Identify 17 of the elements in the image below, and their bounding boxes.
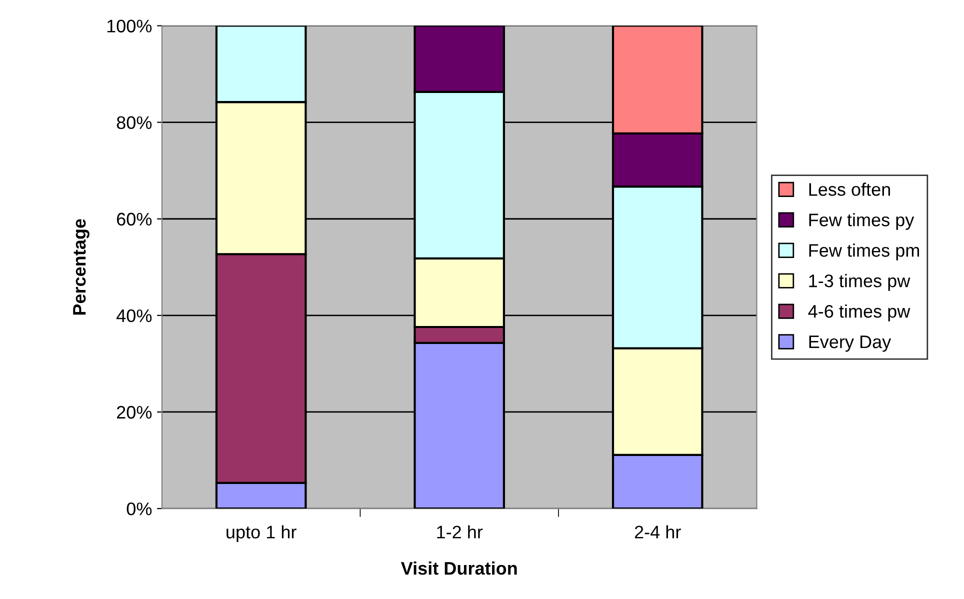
y-tick-label: 40% bbox=[116, 309, 152, 322]
x-axis-title: Visit Duration bbox=[400, 561, 517, 575]
legend-label: 1-3 times pw bbox=[809, 274, 910, 291]
x-tick-label: 2-4 hr bbox=[634, 525, 681, 538]
x-tick-label: 1-2 hr bbox=[437, 525, 483, 538]
y-axis-title: Percentage bbox=[73, 219, 90, 315]
y-tick-label: 60% bbox=[117, 212, 152, 226]
y-tick-label: 0% bbox=[126, 502, 152, 516]
legend-label: Less often bbox=[809, 182, 890, 196]
x-tick-label: upto 1 hr bbox=[226, 525, 296, 542]
legend-label: Few times py bbox=[809, 213, 914, 230]
y-tick-label: 100% bbox=[107, 20, 152, 32]
legend-label: Few times pm bbox=[809, 244, 919, 260]
y-tick-label: 80% bbox=[116, 116, 152, 130]
y-tick-label: 20% bbox=[117, 406, 152, 419]
legend-label: 4-6 times pw bbox=[808, 304, 910, 322]
legend-label: Every Day bbox=[809, 336, 892, 352]
